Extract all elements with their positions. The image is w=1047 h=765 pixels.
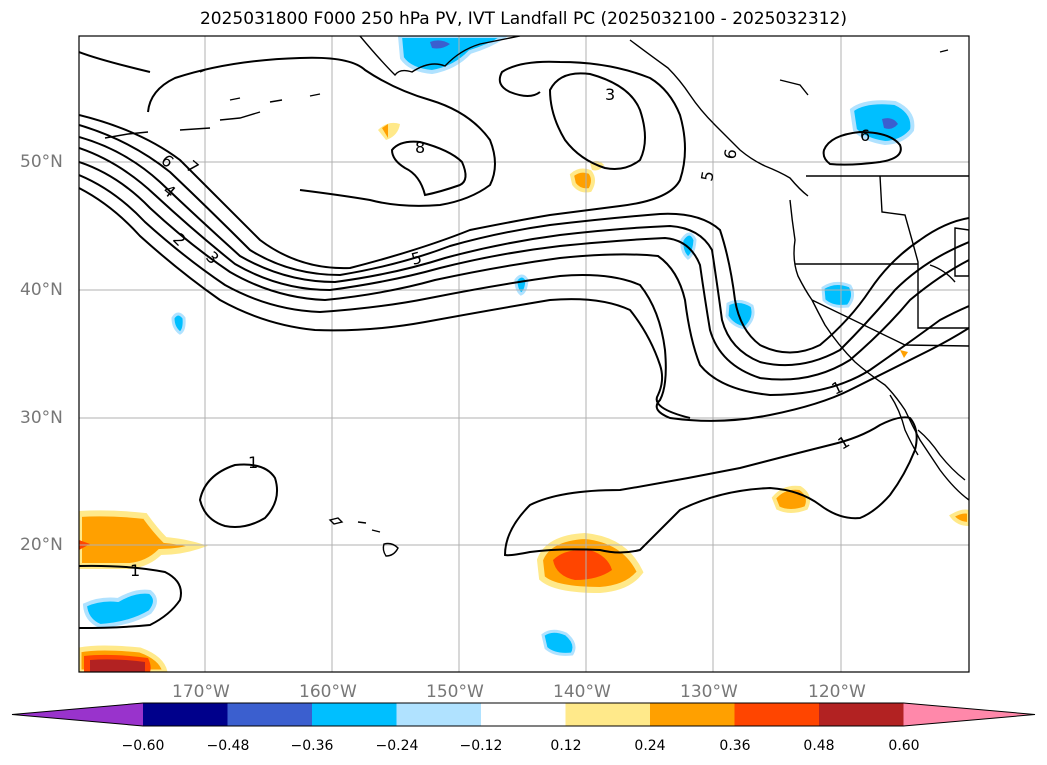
lon-label-160w: 160°W	[299, 682, 357, 702]
contour-label-7: 7	[182, 157, 202, 178]
contour-label-6: 6	[157, 151, 177, 172]
contour-label-8: 8	[415, 138, 425, 157]
coastlines	[104, 36, 969, 557]
contour-labels: 8 7 6 5 5 4 3 3 2 1 1 1 1 6 6	[130, 85, 870, 580]
lon-label-170w: 170°W	[172, 682, 230, 702]
lat-label-30n: 30°N	[20, 408, 63, 428]
colorbar-segment	[734, 703, 820, 726]
colorbar-segment	[650, 703, 735, 726]
colorbar-tick: 0.36	[719, 738, 751, 754]
pv-contours	[79, 51, 969, 629]
contour-label-6-b: 6	[860, 126, 870, 145]
colorbar-segment	[565, 703, 651, 726]
shading-layer	[79, 36, 969, 672]
colorbar-segment	[227, 703, 313, 726]
colorbar-tick: −0.24	[375, 738, 419, 754]
lat-label-40n: 40°N	[20, 280, 63, 300]
graticule	[79, 36, 969, 672]
colorbar-segment	[396, 703, 482, 726]
colorbar-extend-low	[12, 703, 143, 726]
colorbar-tick: −0.48	[206, 738, 250, 754]
colorbar-outline	[11, 702, 1036, 727]
contour-label-6-c: 6	[720, 147, 740, 160]
map-title: 2025031800 F000 250 hPa PV, IVT Landfall…	[199, 9, 847, 29]
lon-label-130w: 130°W	[680, 682, 738, 702]
colorbar-segment	[819, 703, 904, 726]
lat-label-50n: 50°N	[20, 152, 63, 172]
contour-label-1-b: 1	[130, 561, 140, 580]
colorbar-segment	[143, 703, 228, 726]
colorbar-tick: 0.24	[634, 738, 666, 754]
colorbar	[11, 702, 1036, 727]
contour-label-1-a: 1	[248, 453, 258, 472]
colorbar-tick: 0.48	[803, 738, 835, 754]
colorbar-tick: 0.60	[888, 738, 920, 754]
lat-label-20n: 20°N	[20, 535, 63, 555]
colorbar-tick: −0.60	[121, 738, 165, 754]
colorbar-segment	[481, 703, 566, 726]
colorbar-tick: 0.12	[550, 738, 582, 754]
colorbar-tick: −0.12	[459, 738, 503, 754]
contour-label-5-b: 5	[697, 169, 717, 182]
contour-label-1-d: 1	[835, 432, 853, 454]
lon-label-120w: 120°W	[808, 682, 866, 702]
contour-label-5-a: 5	[409, 248, 424, 269]
contour-label-3-b: 3	[605, 85, 615, 104]
contour-label-1-c: 1	[829, 377, 846, 399]
colorbar-tick: −0.36	[290, 738, 334, 754]
colorbar-segment	[312, 703, 397, 726]
lon-label-140w: 140°W	[553, 682, 611, 702]
map-frame	[78, 35, 970, 673]
colorbar-extend-high	[903, 703, 1035, 726]
lon-label-150w: 150°W	[426, 682, 484, 702]
